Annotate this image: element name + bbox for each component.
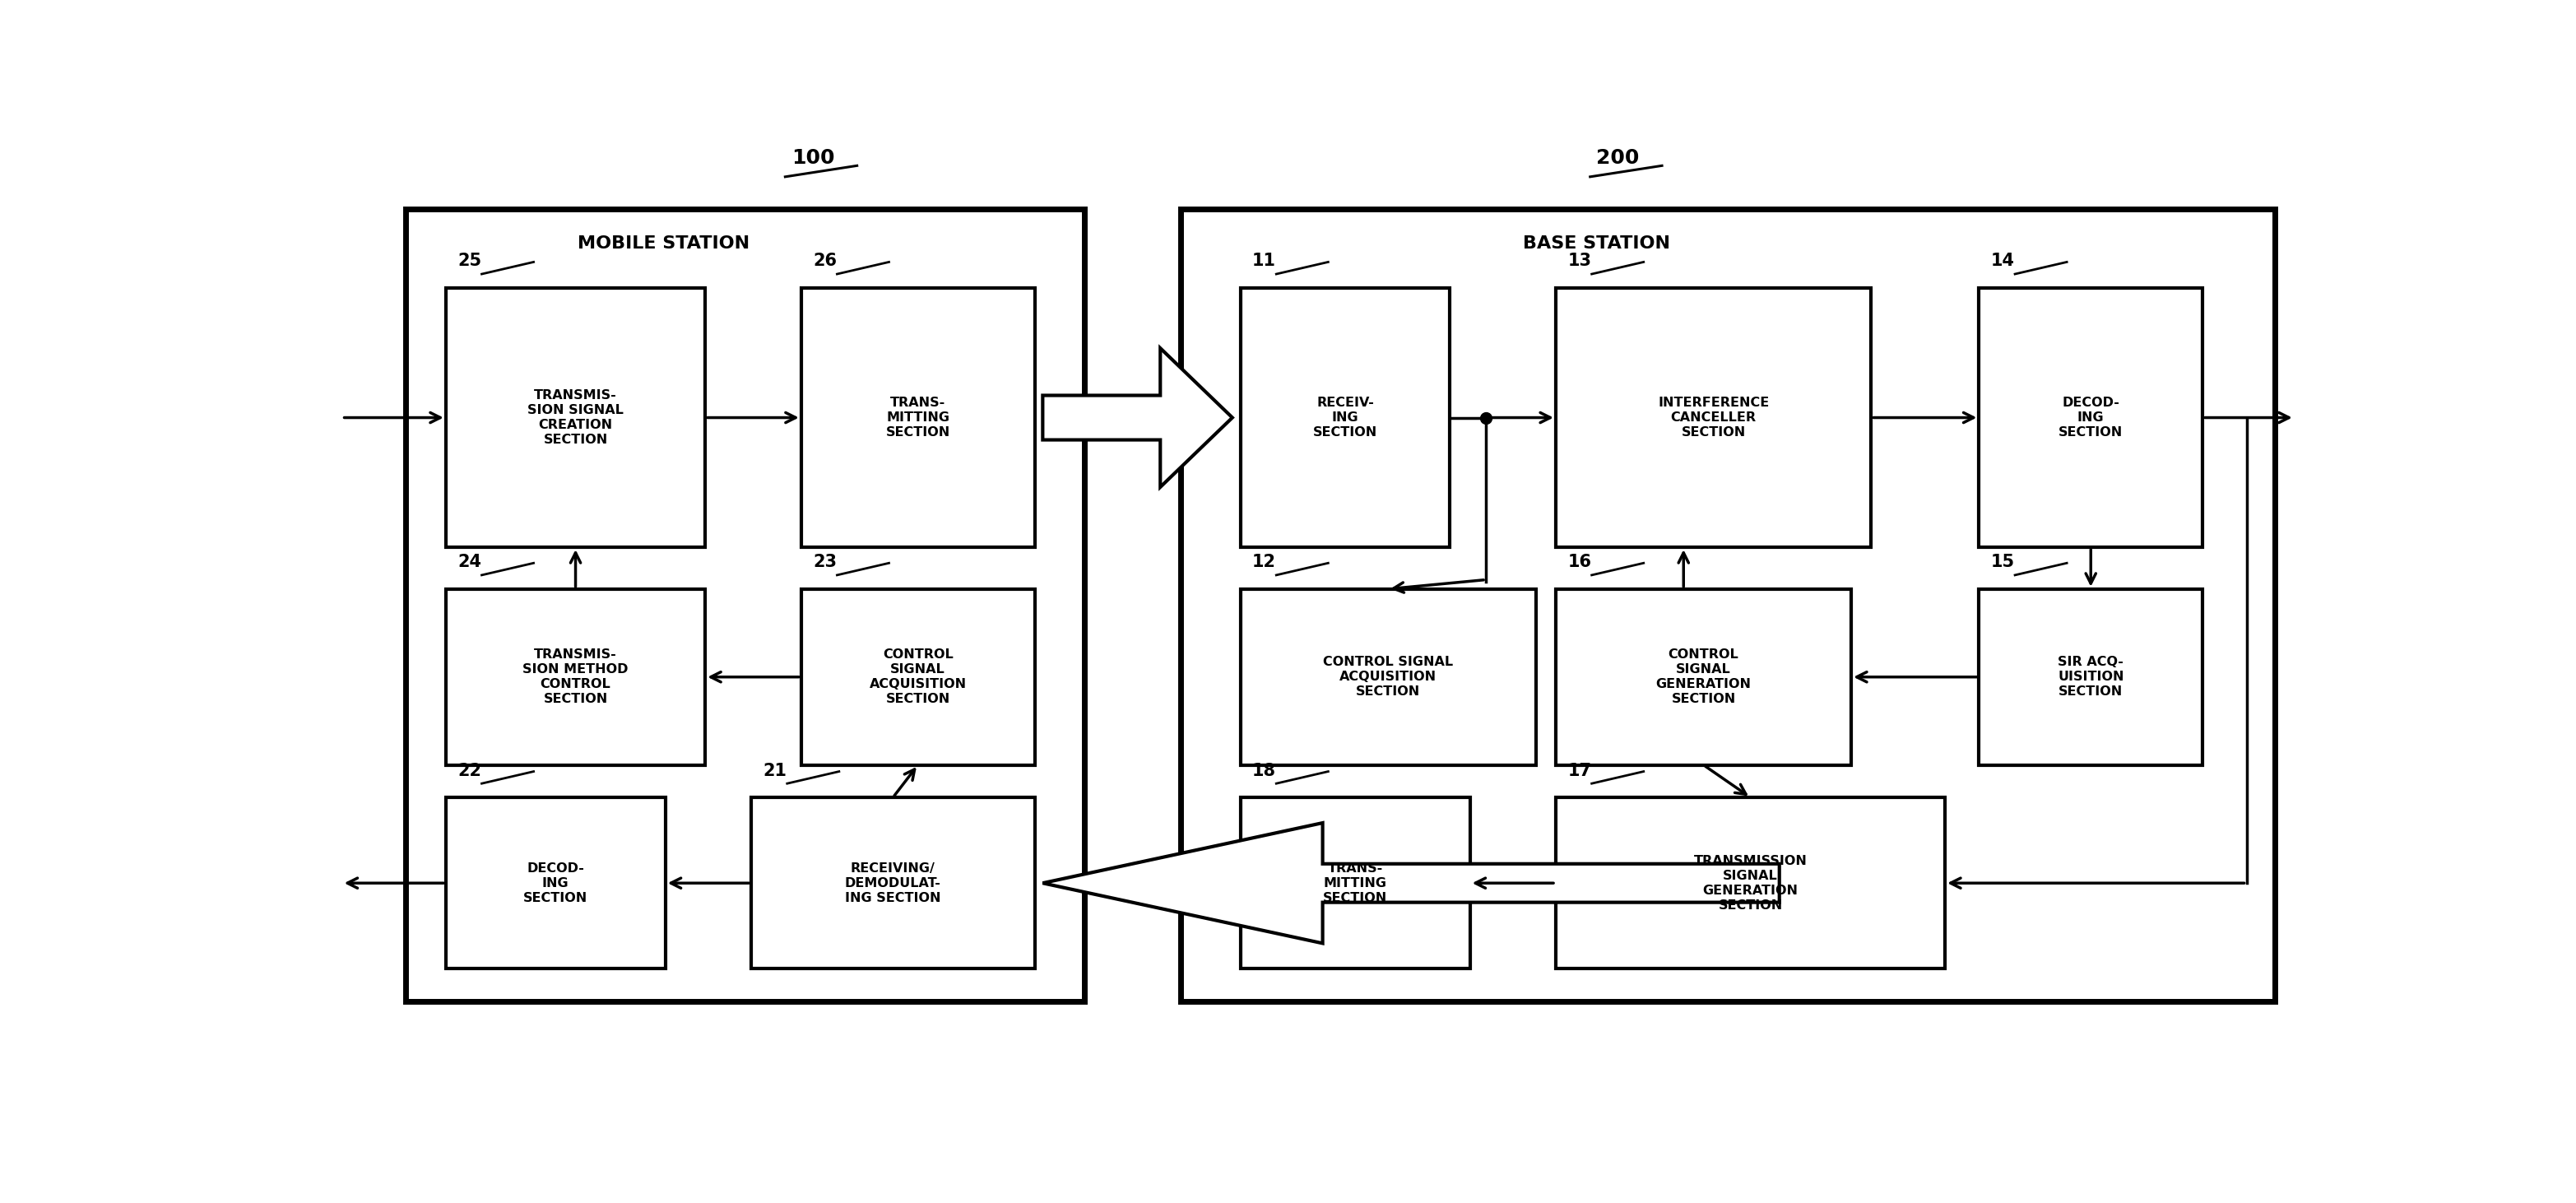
Bar: [752, 798, 1036, 968]
Text: 25: 25: [459, 253, 482, 269]
Text: 14: 14: [1991, 253, 2014, 269]
Text: 18: 18: [1252, 763, 1275, 778]
Bar: [801, 589, 1036, 765]
Text: SIR ACQ-
UISITION
SECTION: SIR ACQ- UISITION SECTION: [2058, 656, 2125, 698]
Polygon shape: [1043, 823, 1780, 943]
Text: TRANSMIS-
SION SIGNAL
CREATION
SECTION: TRANSMIS- SION SIGNAL CREATION SECTION: [528, 390, 623, 446]
Text: 11: 11: [1252, 253, 1275, 269]
Text: 200: 200: [1597, 148, 1638, 168]
Text: RECEIV-
ING
SECTION: RECEIV- ING SECTION: [1314, 397, 1378, 439]
Text: 24: 24: [459, 555, 482, 570]
Text: 23: 23: [814, 555, 837, 570]
Text: 100: 100: [791, 148, 835, 168]
Bar: [1978, 288, 2202, 547]
Bar: [1180, 209, 2275, 1001]
Text: CONTROL
SIGNAL
ACQUISITION
SECTION: CONTROL SIGNAL ACQUISITION SECTION: [868, 648, 966, 705]
Text: RECEIVING/
DEMODULAT-
ING SECTION: RECEIVING/ DEMODULAT- ING SECTION: [845, 863, 940, 905]
Bar: [801, 288, 1036, 547]
Text: CONTROL
SIGNAL
GENERATION
SECTION: CONTROL SIGNAL GENERATION SECTION: [1656, 648, 1752, 705]
Text: MOBILE STATION: MOBILE STATION: [577, 235, 750, 251]
Text: 12: 12: [1252, 555, 1275, 570]
Bar: [446, 288, 706, 547]
Text: 17: 17: [1569, 763, 1592, 778]
Bar: [1556, 288, 1870, 547]
Bar: [407, 209, 1084, 1001]
Bar: [1242, 798, 1471, 968]
Text: BASE STATION: BASE STATION: [1522, 235, 1669, 251]
Bar: [1556, 589, 1852, 765]
Text: 15: 15: [1991, 555, 2014, 570]
Text: 21: 21: [762, 763, 788, 778]
Text: DECOD-
ING
SECTION: DECOD- ING SECTION: [2058, 397, 2123, 439]
Text: TRANSMIS-
SION METHOD
CONTROL
SECTION: TRANSMIS- SION METHOD CONTROL SECTION: [523, 648, 629, 705]
Text: TRANS-
MITTING
SECTION: TRANS- MITTING SECTION: [886, 397, 951, 439]
Text: TRANS-
MITTING
SECTION: TRANS- MITTING SECTION: [1324, 863, 1388, 905]
Text: DECOD-
ING
SECTION: DECOD- ING SECTION: [523, 863, 587, 905]
Text: TRANSMISSION
SIGNAL
GENERATION
SECTION: TRANSMISSION SIGNAL GENERATION SECTION: [1692, 854, 1808, 912]
Bar: [1978, 589, 2202, 765]
Bar: [1556, 798, 1945, 968]
Text: 22: 22: [459, 763, 482, 778]
Text: INTERFERENCE
CANCELLER
SECTION: INTERFERENCE CANCELLER SECTION: [1659, 397, 1770, 439]
Text: 13: 13: [1569, 253, 1592, 269]
Text: CONTROL SIGNAL
ACQUISITION
SECTION: CONTROL SIGNAL ACQUISITION SECTION: [1324, 656, 1453, 698]
Text: 16: 16: [1569, 555, 1592, 570]
Text: 26: 26: [814, 253, 837, 269]
Bar: [446, 589, 706, 765]
Bar: [446, 798, 665, 968]
Polygon shape: [1043, 348, 1231, 487]
Bar: [1242, 589, 1535, 765]
Bar: [1242, 288, 1450, 547]
